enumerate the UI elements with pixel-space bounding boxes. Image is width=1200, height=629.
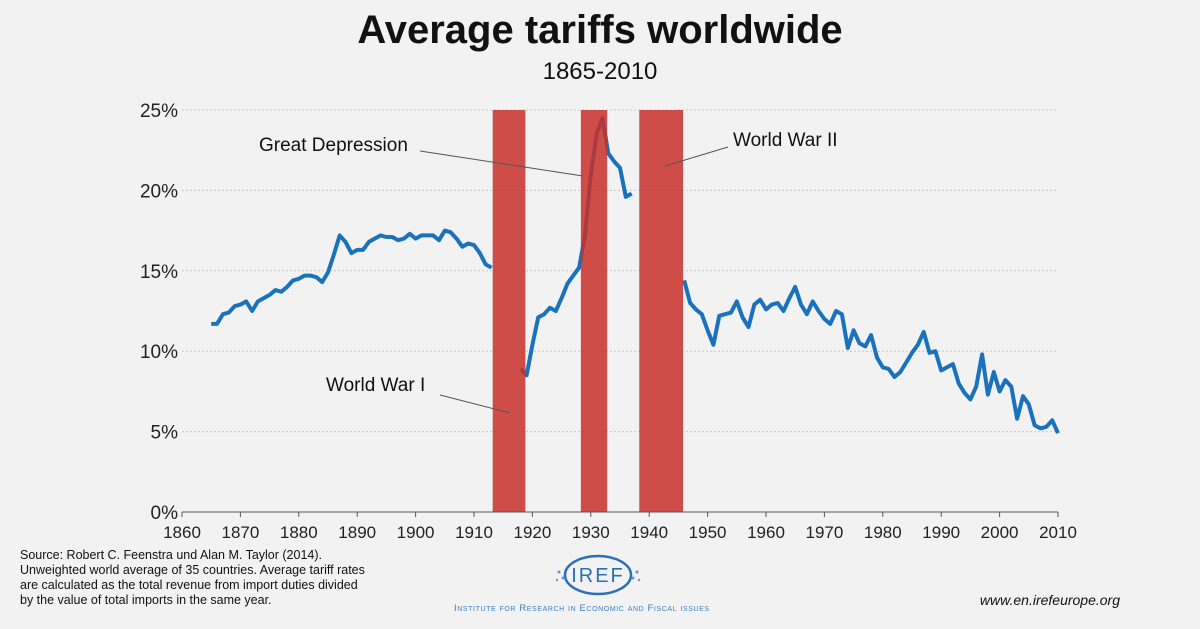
x-tick-label: 1950	[689, 523, 727, 542]
chart-subtitle: 1865-2010	[542, 58, 658, 85]
x-tick-label: 1960	[747, 523, 785, 542]
x-tick-label: 1980	[864, 523, 902, 542]
shaded-period-great-depression	[580, 110, 608, 512]
source-line: Source: Robert C. Feenstra und Alan M. T…	[20, 548, 323, 562]
chart-title: Average tariffs worldwide	[357, 8, 843, 52]
y-tick-label: 25%	[140, 101, 178, 122]
annotation-label: Great Depression	[259, 135, 408, 156]
institute-name: Institute for Research in Economic and F…	[454, 603, 710, 614]
annotation-label: World War II	[733, 130, 838, 151]
shaded-period-world-war-ii	[639, 110, 684, 512]
x-tick-label: 1900	[397, 523, 435, 542]
x-tick-label: 2010	[1039, 523, 1077, 542]
source-line: Unweighted world average of 35 countries…	[20, 563, 365, 577]
x-tick-label: 1870	[221, 523, 259, 542]
x-tick-label: 2000	[981, 523, 1019, 542]
y-tick-label: 5%	[151, 423, 179, 444]
y-tick-label: 0%	[151, 503, 179, 524]
annotation-label: World War I	[326, 375, 425, 396]
x-tick-label: 1860	[163, 523, 201, 542]
y-tick-label: 10%	[140, 342, 178, 363]
annotation-leader	[439, 394, 511, 414]
source-note: Source: Robert C. Feenstra und Alan M. T…	[20, 548, 400, 608]
x-tick-label: 1940	[630, 523, 668, 542]
x-tick-label: 1880	[280, 523, 318, 542]
y-tick-label: 15%	[140, 262, 178, 283]
y-tick-label: 20%	[140, 181, 178, 202]
x-tick-label: 1990	[922, 523, 960, 542]
iref-logo: IREF	[555, 554, 641, 596]
shaded-period-world-war-i	[492, 110, 526, 512]
svg-text:IREF: IREF	[571, 565, 625, 587]
x-tick-label: 1890	[338, 523, 376, 542]
x-tick-label: 1920	[513, 523, 551, 542]
source-line: are calculated as the total revenue from…	[20, 578, 358, 592]
website-link[interactable]: www.en.irefeurope.org	[979, 592, 1120, 608]
x-tick-label: 1910	[455, 523, 493, 542]
x-tick-label: 1930	[572, 523, 610, 542]
tariff-series-line	[211, 116, 1060, 435]
source-line: by the value of total imports in the sam…	[20, 593, 272, 607]
annotation-leader	[419, 150, 584, 177]
x-tick-label: 1970	[805, 523, 843, 542]
annotation-leader	[664, 146, 729, 167]
